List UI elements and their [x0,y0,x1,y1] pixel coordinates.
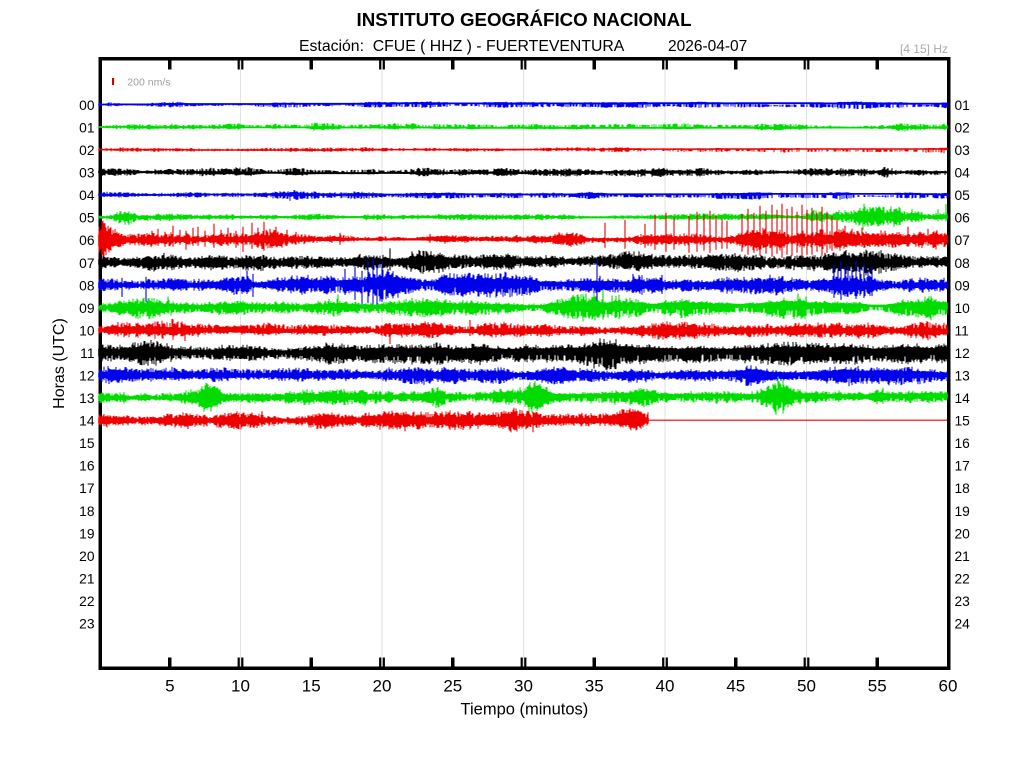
svg-text:02: 02 [955,120,970,135]
svg-text:50: 50 [797,677,816,696]
svg-text:01: 01 [79,120,94,135]
svg-text:11: 11 [955,323,969,338]
svg-text:11: 11 [80,346,94,361]
svg-text:14: 14 [79,414,95,429]
svg-text:13: 13 [955,369,971,384]
svg-text:22: 22 [79,594,94,609]
svg-text:30: 30 [514,677,533,696]
svg-text:13: 13 [79,391,95,406]
svg-text:17: 17 [955,459,970,474]
svg-text:10: 10 [231,677,250,696]
svg-text:35: 35 [585,677,604,696]
svg-text:45: 45 [726,677,745,696]
svg-text:15: 15 [79,436,95,451]
svg-text:08: 08 [955,256,971,271]
svg-text:55: 55 [868,677,887,696]
svg-text:20: 20 [955,526,971,541]
svg-text:12: 12 [79,369,94,384]
svg-text:01: 01 [955,98,970,113]
svg-text:16: 16 [955,436,971,451]
svg-text:23: 23 [79,617,95,632]
svg-text:05: 05 [955,188,971,203]
svg-text:12: 12 [955,346,970,361]
svg-text:40: 40 [656,677,675,696]
svg-text:2026-04-07: 2026-04-07 [668,38,747,55]
svg-text:18: 18 [79,504,95,519]
svg-text:04: 04 [79,188,95,203]
svg-text:09: 09 [955,278,971,293]
svg-text:07: 07 [955,233,970,248]
svg-text:25: 25 [443,677,462,696]
svg-text:Horas (UTC): Horas (UTC) [51,318,68,409]
svg-text:10: 10 [955,301,971,316]
svg-text:21: 21 [79,571,94,586]
svg-text:15: 15 [955,414,971,429]
svg-text:03: 03 [79,166,95,181]
svg-text:09: 09 [79,301,95,316]
svg-text:06: 06 [955,211,971,226]
svg-text:200 nm/s: 200 nm/s [127,77,170,89]
svg-text:17: 17 [79,481,94,496]
svg-text:60: 60 [939,677,958,696]
svg-text:03: 03 [955,143,971,158]
svg-text:00: 00 [79,98,95,113]
svg-text:02: 02 [79,143,94,158]
svg-text:08: 08 [79,278,95,293]
svg-text:14: 14 [955,391,971,406]
svg-text:[4 15] Hz: [4 15] Hz [900,42,948,56]
svg-text:5: 5 [165,677,174,696]
svg-text:19: 19 [79,526,95,541]
svg-text:18: 18 [955,481,971,496]
svg-text:20: 20 [373,677,392,696]
svg-text:05: 05 [79,211,95,226]
svg-text:16: 16 [79,459,95,474]
svg-text:22: 22 [955,571,970,586]
svg-text:INSTITUTO GEOGRÁFICO NACIONAL: INSTITUTO GEOGRÁFICO NACIONAL [357,9,692,30]
svg-text:24: 24 [955,617,971,632]
svg-text:10: 10 [79,323,95,338]
svg-text:19: 19 [955,504,971,519]
svg-text:Tiempo (minutos): Tiempo (minutos) [461,700,589,718]
svg-text:21: 21 [955,549,970,564]
svg-text:15: 15 [302,677,321,696]
svg-text:Estación: CFUE ( HHZ ) - FUER: Estación: CFUE ( HHZ ) - FUERTEVENTURA [299,38,625,55]
svg-text:07: 07 [79,256,94,271]
svg-text:04: 04 [955,166,971,181]
svg-text:06: 06 [79,233,95,248]
svg-text:23: 23 [955,594,971,609]
svg-text:20: 20 [79,549,95,564]
